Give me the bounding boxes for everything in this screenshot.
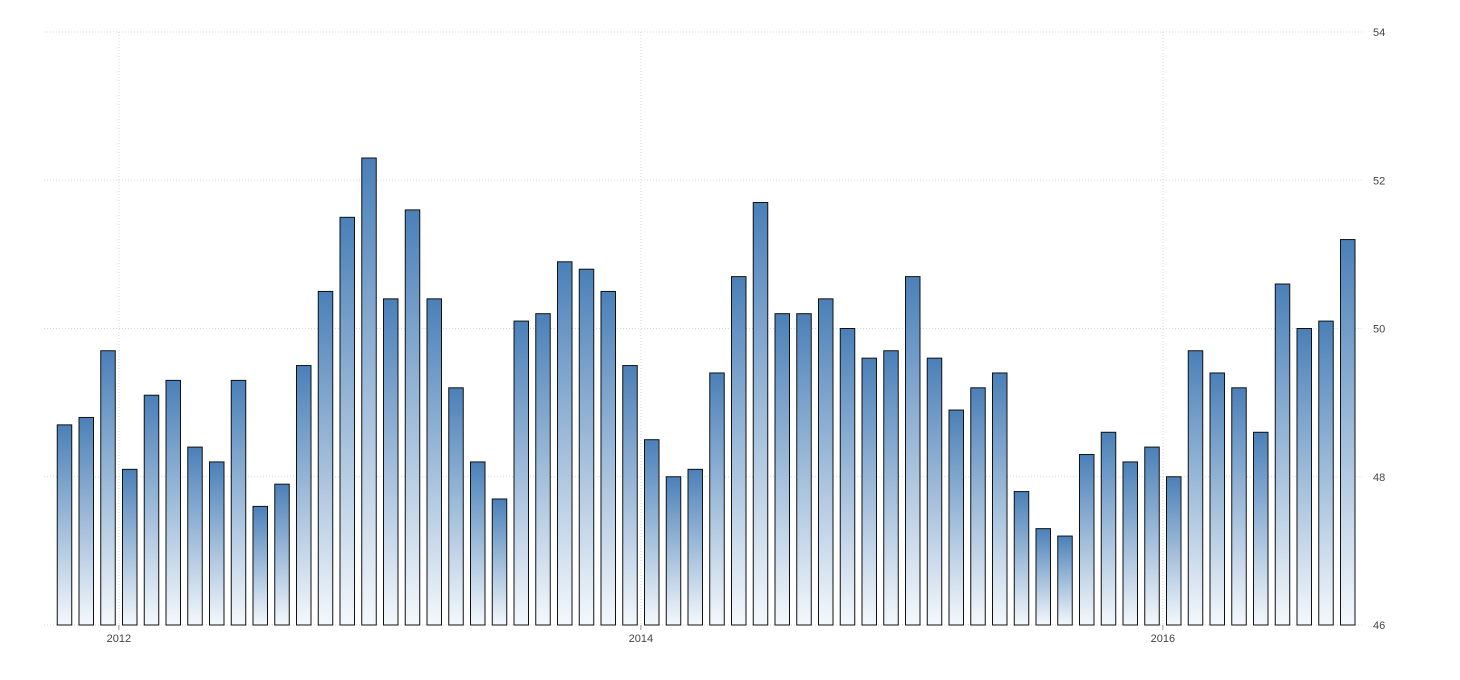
bar: Feb 2013: 51.6 xyxy=(404,209,421,626)
bar: Jul 2015: 47.3 xyxy=(1035,528,1051,626)
bar: Sep 2014: 50.4 xyxy=(818,298,834,626)
y-tick-label: 54 xyxy=(1373,27,1385,39)
bar: Jun 2014: 51.7 xyxy=(752,201,769,626)
bar: Jul 2012: 47.6 xyxy=(252,505,268,626)
bar: Aug 2016: 50.1 xyxy=(1318,320,1334,626)
bar: Apr 2013: 49.2 xyxy=(448,387,464,626)
bar: Sep 2013: 50.9 xyxy=(557,261,573,626)
bar: Jan 2012: 48.1 xyxy=(122,468,138,626)
bar: Jul 2016: 50 xyxy=(1296,328,1312,626)
bar: Dec 2011: 49.7 xyxy=(100,350,116,626)
bar: Feb 2014: 48 xyxy=(665,476,682,626)
bar: Jan 2013: 50.4 xyxy=(383,298,399,626)
x-tick-label: 2014 xyxy=(629,633,653,645)
bar: Oct 2014: 50 xyxy=(839,328,856,626)
bar: May 2015: 49.4 xyxy=(992,372,1008,626)
bar: Aug 2012: 47.9 xyxy=(274,483,290,626)
bar: Jul 2014: 50.2 xyxy=(774,313,790,626)
y-tick-label: 52 xyxy=(1373,175,1385,187)
bar: Dec 2015: 48.4 xyxy=(1144,446,1160,626)
bar: Dec 2013: 49.5 xyxy=(622,365,638,626)
bar: Aug 2014: 50.2 xyxy=(796,313,812,626)
bar: Jan 2014: 48.5 xyxy=(644,439,660,626)
bar: Sep 2015: 48.3 xyxy=(1079,454,1095,626)
bar: Apr 2015: 49.2 xyxy=(970,387,986,626)
bars: Oct 2011: 48.7 Nov 2011: 48.8 Dec 2011: 49… xyxy=(56,157,1356,626)
y-tick-label: 50 xyxy=(1373,324,1385,336)
bar: Mar 2013: 50.4 xyxy=(426,298,442,626)
bar: Apr 2012: 48.4 xyxy=(187,446,203,626)
bar: Sep 2012: 49.5 xyxy=(296,365,312,626)
y-axis: 46 48 50 52 54 xyxy=(1373,27,1385,632)
bar: Jul 2013: 50.1 xyxy=(513,320,529,626)
bar: Oct 2011: 48.7 xyxy=(56,424,73,626)
y-tick-label: 46 xyxy=(1373,620,1385,632)
bar: Nov 2012: 51.5 xyxy=(339,216,355,626)
bar: Aug 2013: 50.2 xyxy=(535,313,551,626)
x-axis: 2012 2014 2016 xyxy=(107,625,1175,645)
bar: Nov 2015: 48.2 xyxy=(1122,461,1138,626)
bar: Jun 2012: 49.3 xyxy=(230,379,247,626)
bar: May 2014: 50.7 xyxy=(731,276,747,626)
bar: Oct 2013: 50.8 xyxy=(578,268,595,626)
bar: Feb 2016: 49.7 xyxy=(1187,350,1204,626)
bar: May 2016: 48.6 xyxy=(1253,431,1269,626)
bar: Mar 2014: 48.1 xyxy=(687,468,703,626)
bar: Mar 2015: 48.9 xyxy=(948,409,964,626)
bar: Jan 2015: 50.7 xyxy=(905,276,921,626)
bar: Aug 2015: 47.2 xyxy=(1057,535,1073,626)
bar: Oct 2015: 48.6 xyxy=(1100,431,1117,626)
bar: Jan 2016: 48 xyxy=(1166,476,1182,626)
bar: Apr 2016: 49.2 xyxy=(1231,387,1247,626)
y-tick-label: 48 xyxy=(1373,472,1385,484)
bar: Mar 2012: 49.3 xyxy=(165,379,181,626)
x-tick-label: 2016 xyxy=(1151,633,1175,645)
bar: Nov 2013: 50.5 xyxy=(600,290,616,626)
bar: Apr 2014: 49.4 xyxy=(709,372,725,626)
bar: Feb 2015: 49.6 xyxy=(926,357,943,626)
bar: Dec 2014: 49.7 xyxy=(883,350,899,626)
bar: Nov 2014: 49.6 xyxy=(861,357,877,626)
bar: Jun 2015: 47.8 xyxy=(1013,491,1030,626)
bar: Mar 2016: 49.4 xyxy=(1209,372,1225,626)
bar: Jun 2013: 47.7 xyxy=(491,498,508,626)
bar: Nov 2011: 48.8 xyxy=(78,416,94,626)
bar: Sep 2016: 51.2 xyxy=(1340,239,1356,626)
x-tick-label: 2012 xyxy=(107,633,131,645)
bar: May 2013: 48.2 xyxy=(470,461,486,626)
bar: Oct 2012: 50.5 xyxy=(317,290,334,626)
bar: Dec 2012: 52.3 xyxy=(361,157,377,626)
bar: Feb 2012: 49.1 xyxy=(143,394,160,626)
bar: Jun 2016: 50.6 xyxy=(1274,283,1291,626)
bar: May 2012: 48.2 xyxy=(209,461,225,626)
